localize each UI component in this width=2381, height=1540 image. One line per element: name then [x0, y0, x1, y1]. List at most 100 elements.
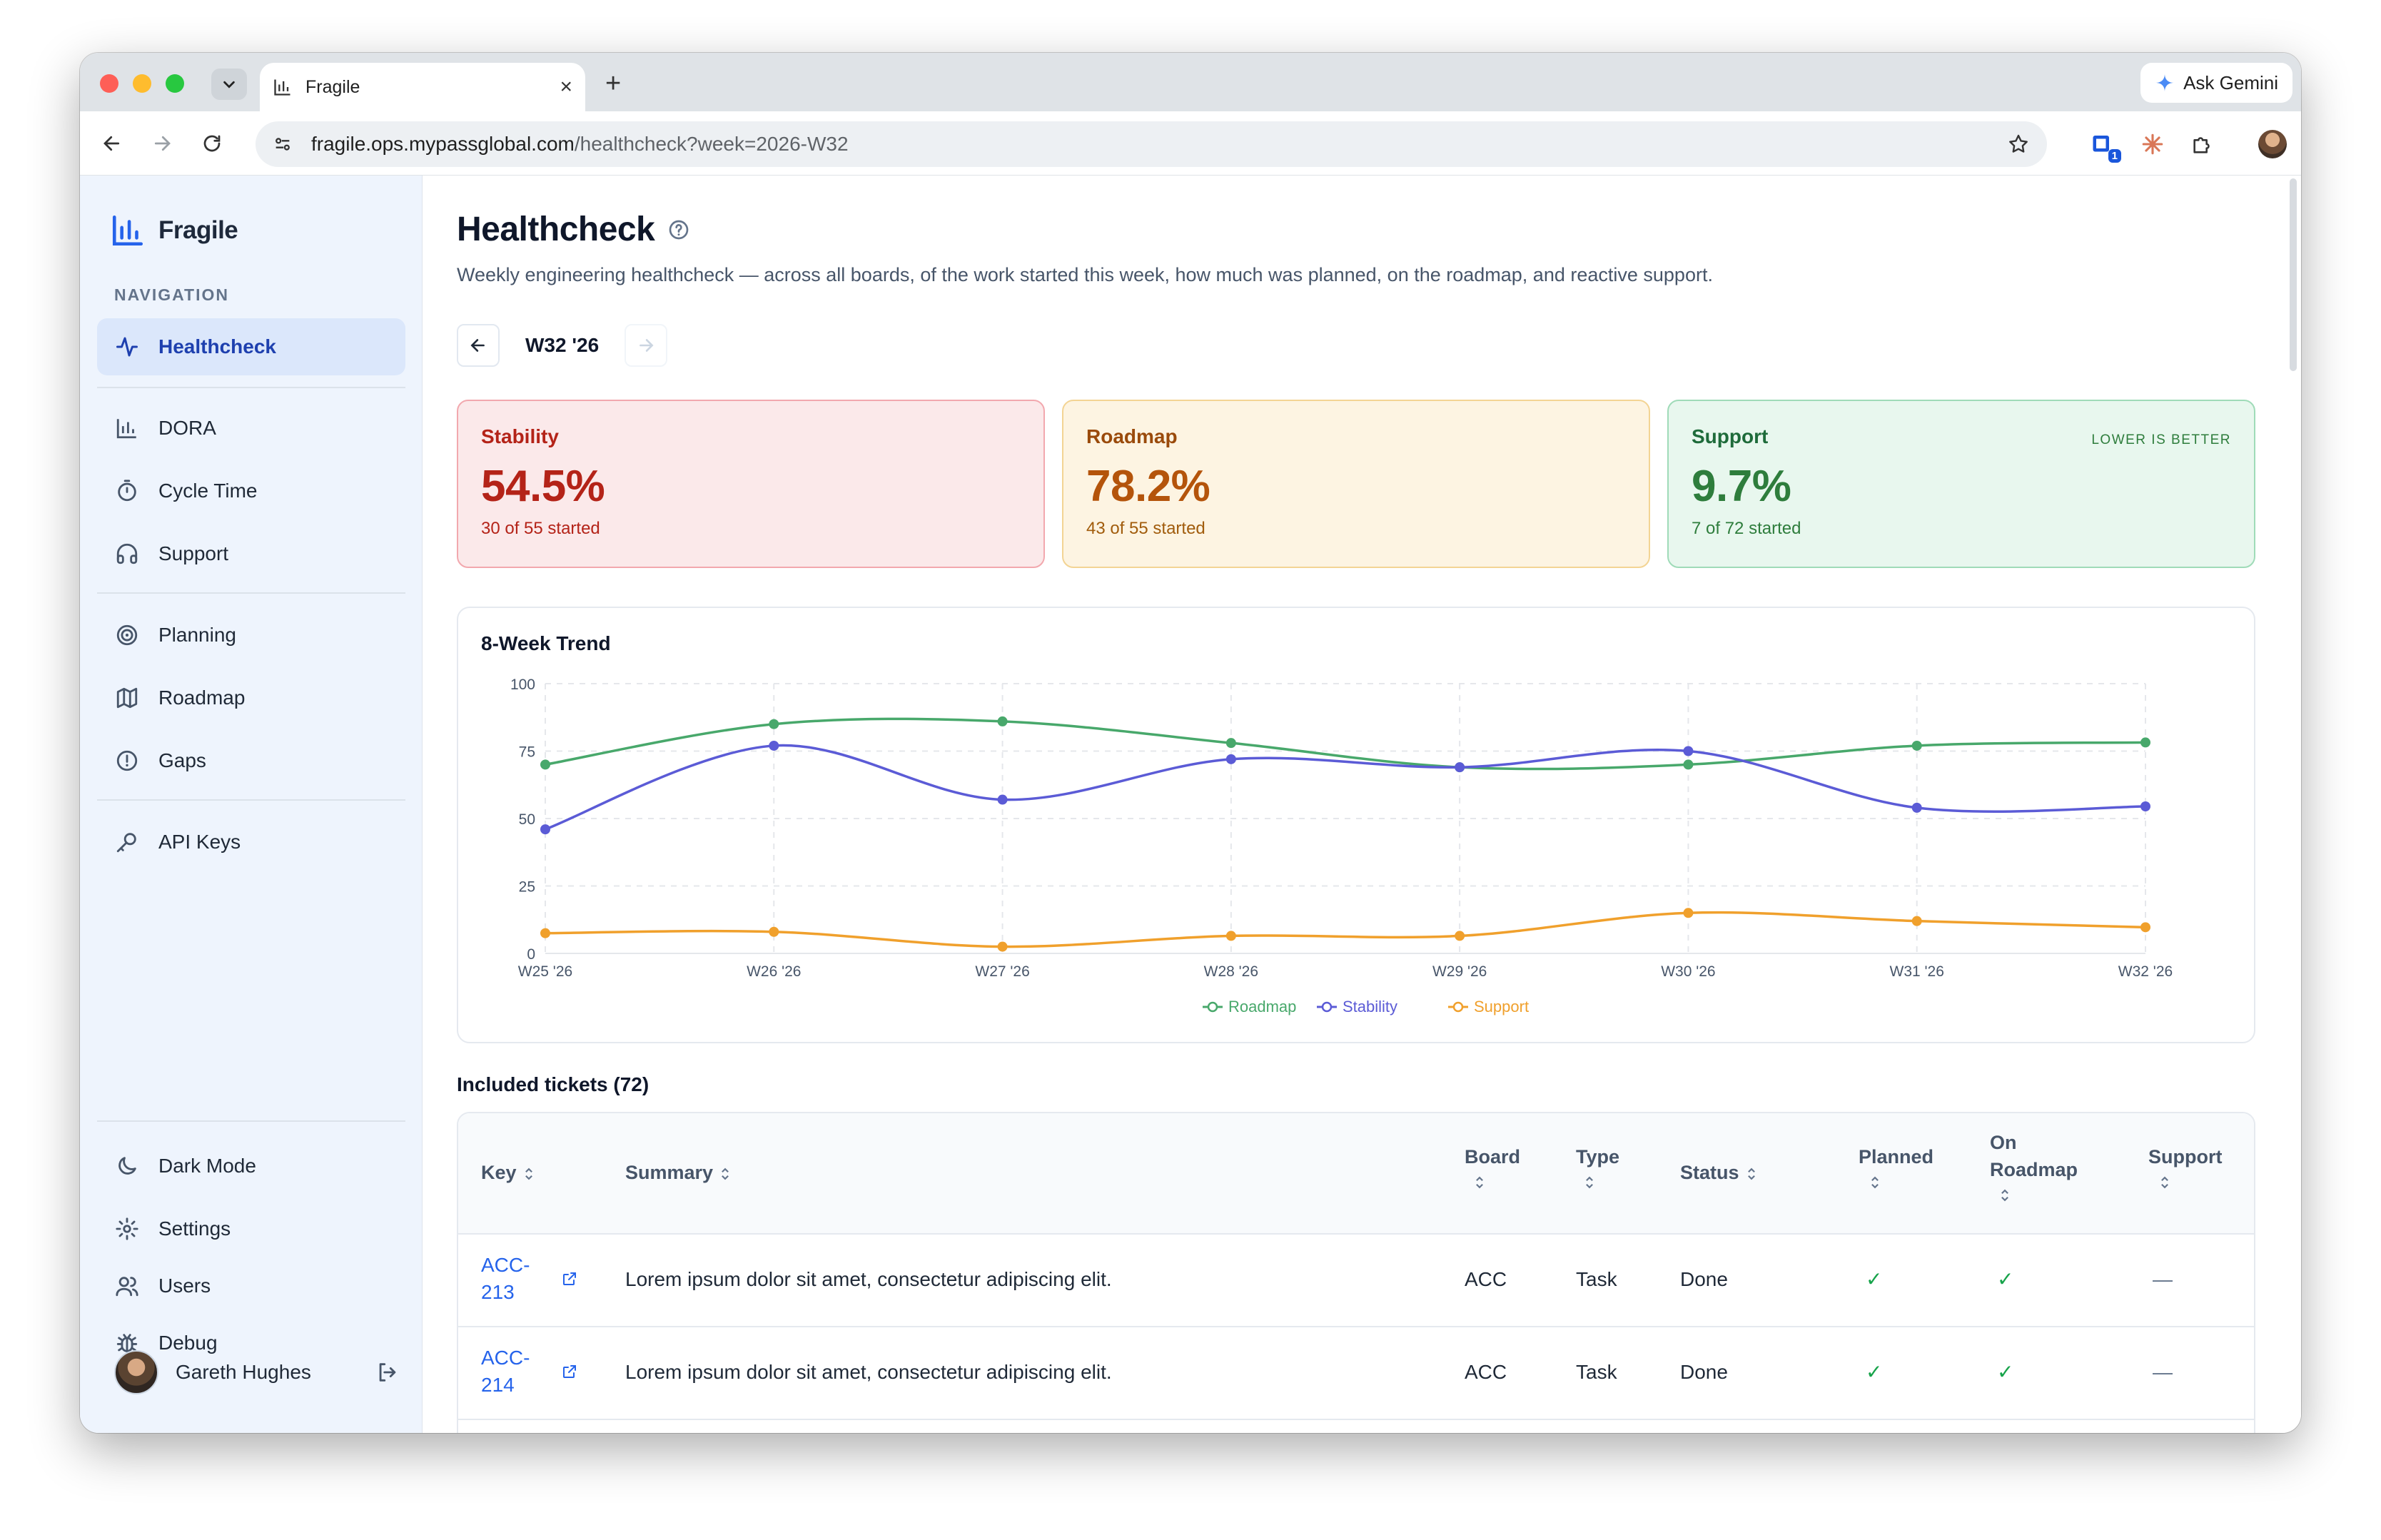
- arrow-right-icon: [154, 136, 171, 151]
- maximize-window-button[interactable]: [166, 74, 184, 93]
- arrow-left-icon: [103, 136, 120, 151]
- y-tick-label: 0: [527, 946, 535, 963]
- sidebar-item-roadmap[interactable]: Roadmap: [97, 669, 405, 726]
- brand[interactable]: Fragile: [110, 213, 238, 248]
- roadmap-check-icon: ✓: [1997, 1268, 2014, 1290]
- ticket-status: Done: [1680, 1268, 1728, 1290]
- gear-icon: [113, 1215, 141, 1243]
- activity-icon: [113, 333, 141, 361]
- sidebar-item-label: Roadmap: [158, 687, 246, 709]
- planned-check-icon: ✓: [1866, 1268, 1883, 1290]
- column-header-summary[interactable]: Summary: [625, 1159, 732, 1186]
- sidebar-item-label: Gaps: [158, 749, 206, 771]
- map-icon: [113, 684, 141, 712]
- tab-close-icon[interactable]: ×: [560, 75, 572, 98]
- column-header-on-roadmap[interactable]: On Roadmap: [1990, 1129, 2078, 1210]
- ticket-key-link[interactable]: ACC- 214: [481, 1344, 545, 1399]
- table-header: Key Summary Board Type Status Planned On…: [458, 1113, 2254, 1235]
- column-header-label: Type: [1576, 1146, 1620, 1167]
- ticket-key-link[interactable]: ACC- 213: [481, 1252, 545, 1306]
- nav-divider: [97, 592, 405, 594]
- ask-gemini-button[interactable]: Ask Gemini: [2140, 63, 2292, 103]
- bookmark-star-icon[interactable]: [2007, 133, 2030, 156]
- browser-tab[interactable]: Fragile ×: [260, 63, 585, 111]
- profile-button[interactable]: [2257, 128, 2288, 160]
- logout-icon[interactable]: [375, 1360, 400, 1384]
- sort-icon: [1747, 1167, 1755, 1180]
- sidebar-item-planning[interactable]: Planning: [97, 607, 405, 664]
- roadmap-legend-label: Roadmap: [1228, 998, 1296, 1015]
- trend-panel: 8-Week Trend 0 25 50 75 100 W25 '26 W26 '26 W27…: [457, 607, 2255, 1043]
- forward-button[interactable]: [148, 130, 176, 157]
- tickets-heading: Included tickets (72): [457, 1073, 649, 1095]
- table-row[interactable]: ACC- 214 Lorem ipsum dolor sit amet, cons…: [458, 1327, 2254, 1420]
- column-header-status[interactable]: Status: [1680, 1159, 1758, 1186]
- support-data-point: [540, 928, 550, 938]
- column-header-planned[interactable]: Planned: [1859, 1143, 1933, 1197]
- site-settings-icon[interactable]: [273, 134, 293, 154]
- sidebar-item-settings[interactable]: Settings: [97, 1200, 405, 1257]
- back-button[interactable]: [98, 130, 126, 157]
- x-tick-label: W31 '26: [1890, 963, 1944, 980]
- support-data-point: [769, 926, 779, 937]
- help-circle-icon[interactable]: [667, 218, 690, 241]
- sidebar-item-users[interactable]: Users: [97, 1257, 405, 1314]
- card-label: Support: [1692, 425, 1769, 447]
- y-tick-label: 50: [519, 811, 535, 828]
- dark-mode-toggle[interactable]: Dark Mode: [97, 1138, 405, 1195]
- tab-search-button[interactable]: [211, 69, 247, 100]
- next-week-button[interactable]: [625, 324, 668, 367]
- column-header-label: Support: [2148, 1146, 2223, 1167]
- column-header-support[interactable]: Support: [2148, 1143, 2222, 1197]
- support-card: Support LOWER IS BETTER 9.7% 7 of 72 sta…: [1667, 400, 2255, 568]
- column-header-label: Board: [1465, 1146, 1521, 1167]
- sidebar-item-label: Settings: [158, 1217, 231, 1240]
- new-tab-button[interactable]: +: [605, 69, 622, 98]
- brand-name: Fragile: [158, 216, 238, 244]
- table-row[interactable]: ACC- 213 Lorem ipsum dolor sit amet, cons…: [458, 1235, 2254, 1327]
- previous-week-button[interactable]: [457, 324, 500, 367]
- ticket-summary: Lorem ipsum dolor sit amet, consectetur …: [625, 1361, 1112, 1383]
- nav-heading: NAVIGATION: [114, 285, 229, 304]
- column-header-type[interactable]: Type: [1576, 1143, 1619, 1197]
- minimize-window-button[interactable]: [133, 74, 151, 93]
- close-window-button[interactable]: [100, 74, 118, 93]
- reload-button[interactable]: [198, 130, 226, 157]
- extensions-menu-button[interactable]: [2187, 128, 2218, 160]
- sidebar-item-api-keys[interactable]: API Keys: [97, 814, 405, 871]
- sidebar-item-debug[interactable]: Debug: [97, 1314, 405, 1372]
- profile-avatar: [2258, 130, 2287, 158]
- claude-extension-button[interactable]: [2137, 128, 2168, 160]
- sidebar-item-support[interactable]: Support: [97, 525, 405, 582]
- column-header-board[interactable]: Board: [1465, 1143, 1520, 1197]
- url-text[interactable]: fragile.ops.mypassglobal.com/healthcheck…: [311, 133, 2007, 156]
- bar-chart-logo-icon: [112, 215, 143, 246]
- sort-icon: [1586, 1176, 1593, 1189]
- column-header-label: Roadmap: [1990, 1159, 2078, 1180]
- tab-strip: Fragile × + Ask Gemini: [80, 53, 2301, 111]
- scrollbar[interactable]: [2290, 178, 2297, 371]
- external-link-icon[interactable]: [561, 1363, 578, 1380]
- key-icon: [113, 828, 141, 856]
- column-header-key[interactable]: Key: [481, 1159, 535, 1186]
- url-host: fragile.ops.mypassglobal.com: [311, 133, 575, 155]
- sidebar-item-cycle-time[interactable]: Cycle Time: [97, 462, 405, 520]
- sidebar-item-gaps[interactable]: Gaps: [97, 732, 405, 789]
- sidebar-item-healthcheck[interactable]: Healthcheck: [97, 318, 405, 375]
- sidebar-item-dora[interactable]: DORA: [97, 400, 405, 457]
- arrow-right-icon: [640, 339, 654, 352]
- card-label: Stability: [481, 425, 559, 447]
- extension-button[interactable]: 1: [2087, 128, 2121, 163]
- arrow-left-icon: [470, 339, 485, 352]
- tab-title: Fragile: [305, 76, 360, 97]
- moon-icon: [113, 1152, 141, 1180]
- roadmap-data-point: [2140, 737, 2150, 748]
- bar-chart-icon: [113, 414, 141, 442]
- stability-series-line: [545, 744, 2146, 831]
- external-link-icon[interactable]: [561, 1270, 578, 1287]
- column-header-label: On: [1990, 1132, 2017, 1153]
- address-bar[interactable]: fragile.ops.mypassglobal.com/healthcheck…: [256, 121, 2047, 167]
- y-tick-label: 100: [510, 677, 535, 693]
- roadmap-series-line: [545, 717, 2146, 771]
- roadmap-data-point: [540, 759, 550, 770]
